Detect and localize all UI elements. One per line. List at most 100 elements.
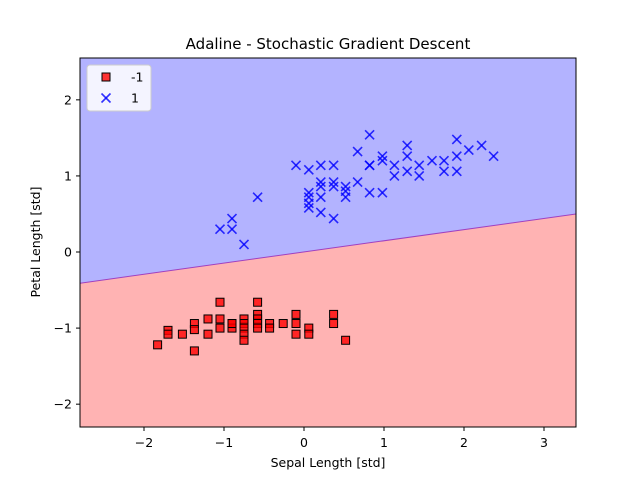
point-x-stroke <box>377 187 388 198</box>
point-square <box>253 297 263 307</box>
point-x <box>377 155 388 166</box>
point-x <box>389 170 400 181</box>
point-x <box>364 187 375 198</box>
point-square <box>189 346 199 356</box>
point-x-stroke <box>389 160 400 171</box>
point-x-stroke <box>402 166 413 177</box>
point-x <box>414 170 425 181</box>
point-x <box>315 176 326 188</box>
point-square <box>329 309 339 319</box>
x-tick-label: 1 <box>380 435 388 450</box>
point-x <box>328 160 339 171</box>
point-x <box>303 187 314 198</box>
point-x <box>328 176 339 188</box>
point-x-stroke <box>226 224 238 235</box>
point-x <box>438 166 450 177</box>
point-square <box>163 329 173 339</box>
point-x <box>451 166 462 177</box>
point-x-stroke <box>238 239 250 250</box>
point-x-stroke <box>414 170 425 181</box>
point-x <box>340 181 351 192</box>
point-square <box>189 325 199 335</box>
legend-marker-square <box>101 72 111 82</box>
point-x <box>315 192 326 203</box>
point-square <box>153 340 163 350</box>
point-x <box>303 164 314 175</box>
point-x <box>451 134 462 145</box>
point-x-stroke <box>377 151 388 162</box>
point-x-stroke <box>214 224 226 235</box>
point-x <box>252 192 263 203</box>
point-square <box>177 329 187 339</box>
point-x-stroke <box>252 192 263 203</box>
point-x-stroke <box>303 192 314 203</box>
point-square <box>215 314 225 324</box>
point-x <box>315 160 326 171</box>
point-x-stroke <box>364 187 375 198</box>
point-x-stroke <box>340 186 351 197</box>
y-tick-label: −1 <box>54 321 72 336</box>
point-square <box>239 335 249 345</box>
y-tick-label: 2 <box>64 92 72 107</box>
plot-frame <box>79 57 577 428</box>
point-x-stroke <box>463 144 474 156</box>
point-x-stroke <box>352 176 363 188</box>
point-x-stroke <box>303 202 314 213</box>
point-x-stroke <box>389 170 400 181</box>
point-x <box>377 187 388 198</box>
point-x <box>402 140 413 151</box>
point-x <box>328 181 339 192</box>
point-x-stroke <box>303 187 314 198</box>
point-x <box>476 140 487 151</box>
x-tick-label: 2 <box>460 435 468 450</box>
legend: -11 <box>86 64 152 112</box>
point-square <box>203 329 213 339</box>
series--1 <box>153 297 351 356</box>
point-x-stroke <box>315 160 326 171</box>
point-x-stroke <box>451 134 462 145</box>
series-1 <box>214 129 499 250</box>
point-x <box>352 146 363 157</box>
point-x-stroke <box>377 155 388 166</box>
axes: −2 −1 0 1 2 3 −2 −1 0 1 2 <box>54 92 548 450</box>
point-x <box>402 151 413 162</box>
y-axis-label: Petal Length [std] <box>28 187 43 298</box>
point-x-stroke <box>352 146 363 157</box>
point-x <box>340 186 351 197</box>
data-points <box>153 129 499 356</box>
point-x-stroke <box>226 213 238 224</box>
region-class-1 <box>80 58 576 284</box>
point-x <box>426 155 438 166</box>
point-x <box>238 239 250 250</box>
point-square <box>291 319 301 329</box>
point-x-stroke <box>402 140 413 151</box>
point-square <box>278 319 288 329</box>
point-x-stroke <box>364 129 375 140</box>
point-x-stroke <box>315 207 326 218</box>
point-x <box>352 176 363 188</box>
decision-regions <box>80 58 576 427</box>
point-x-stroke <box>303 164 314 175</box>
point-x <box>214 224 226 235</box>
point-x-stroke <box>328 176 339 188</box>
point-x-stroke <box>315 181 326 192</box>
point-x <box>451 151 462 162</box>
point-square <box>253 323 263 333</box>
point-square <box>291 329 301 339</box>
point-x-stroke <box>451 151 462 162</box>
point-x-stroke <box>315 176 326 188</box>
point-x-stroke <box>476 140 487 151</box>
point-x-stroke <box>438 155 450 166</box>
x-tick-label: 0 <box>300 435 308 450</box>
point-x <box>226 224 238 235</box>
point-x <box>389 160 400 171</box>
x-axis-label: Sepal Length [std] <box>271 455 386 470</box>
point-square <box>329 319 339 329</box>
point-x <box>226 213 238 224</box>
point-x <box>303 202 314 213</box>
x-tick-label: −2 <box>135 435 153 450</box>
point-square <box>265 323 275 333</box>
point-x <box>315 207 326 218</box>
y-tick-label: 0 <box>64 245 72 260</box>
